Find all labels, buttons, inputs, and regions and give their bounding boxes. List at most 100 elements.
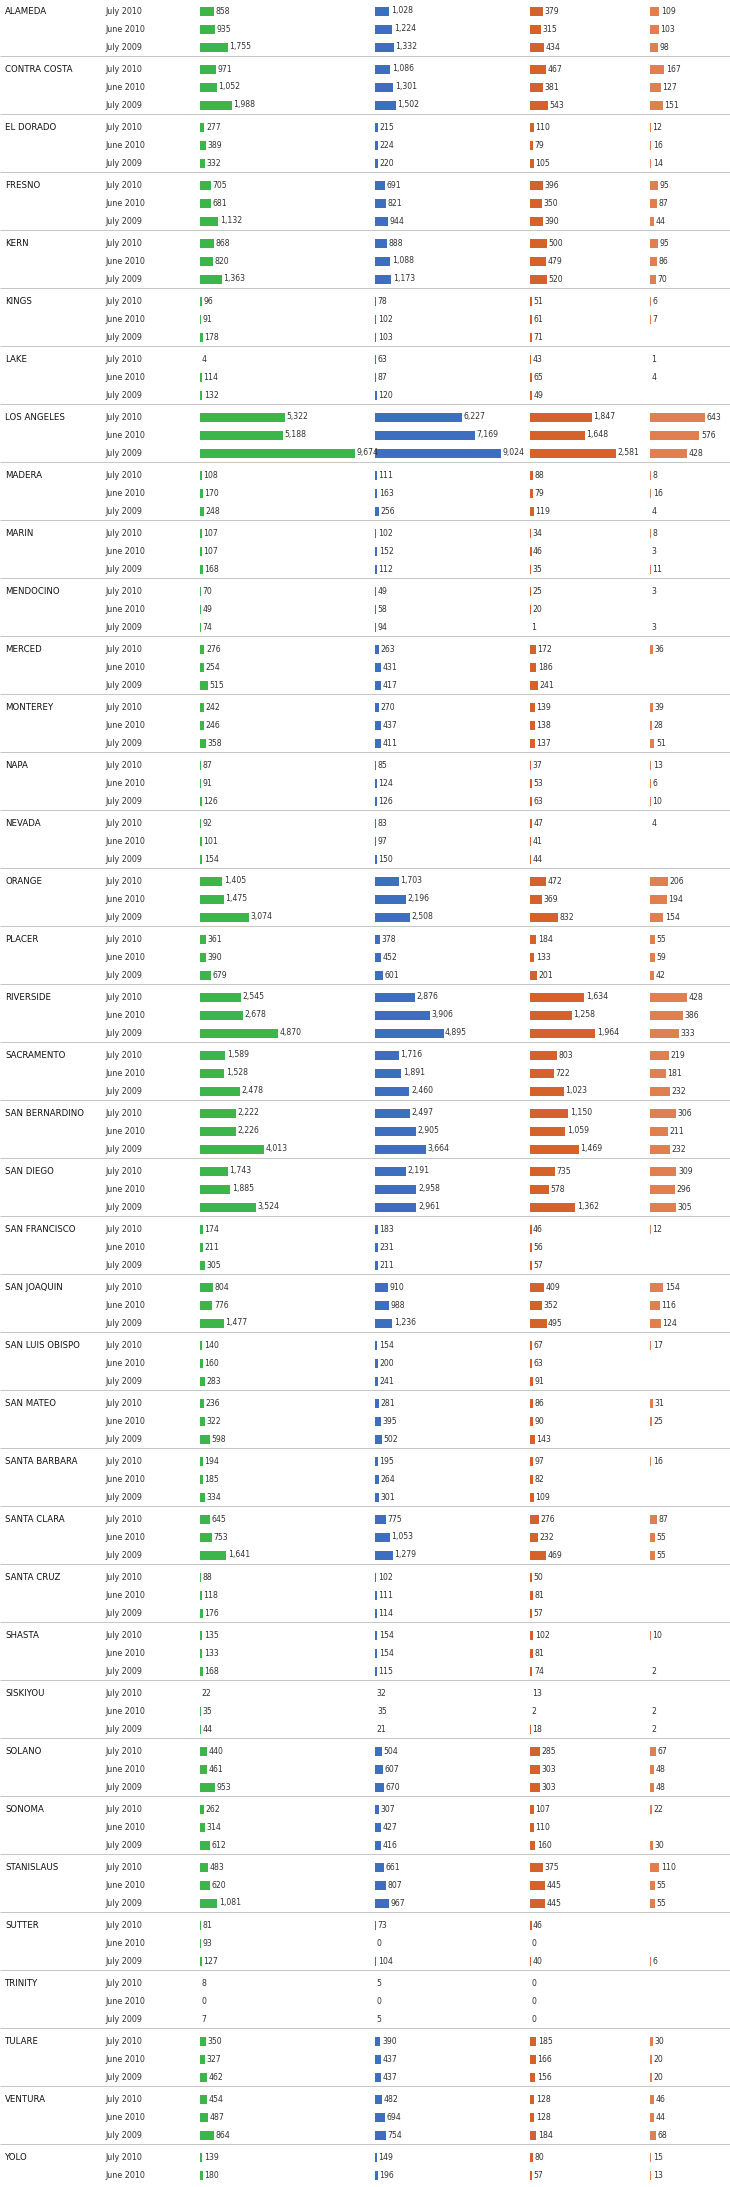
Bar: [375, 1358, 378, 1367]
Bar: [375, 680, 381, 689]
Bar: [530, 1319, 547, 1328]
Bar: [375, 1050, 399, 1059]
Bar: [200, 1782, 215, 1791]
Bar: [200, 1516, 210, 1524]
Bar: [375, 1881, 386, 1890]
Text: 15: 15: [653, 2152, 663, 2161]
Bar: [375, 1144, 426, 1153]
Bar: [650, 2054, 652, 2065]
Bar: [200, 1185, 230, 1194]
Text: 333: 333: [680, 1028, 695, 1037]
Bar: [650, 431, 699, 440]
Text: 296: 296: [677, 1185, 691, 1194]
Bar: [650, 1863, 659, 1872]
Text: June 2010: June 2010: [105, 1533, 145, 1542]
Bar: [200, 431, 283, 440]
Bar: [530, 276, 548, 284]
Bar: [200, 2130, 214, 2139]
Text: July 2009: July 2009: [105, 42, 142, 52]
Text: 5: 5: [377, 2014, 382, 2023]
Text: 645: 645: [212, 1516, 226, 1524]
Text: 1,847: 1,847: [593, 413, 615, 422]
Bar: [530, 2073, 535, 2082]
Text: 3: 3: [652, 586, 656, 595]
Text: 63: 63: [534, 1358, 543, 1367]
Text: 57: 57: [534, 1260, 543, 1268]
Text: 10: 10: [653, 796, 662, 805]
Bar: [200, 1028, 278, 1037]
Text: July 2010: July 2010: [105, 354, 142, 363]
Bar: [375, 1341, 377, 1349]
Bar: [650, 42, 658, 52]
Text: 643: 643: [707, 413, 721, 422]
Text: SANTA CLARA: SANTA CLARA: [5, 1516, 65, 1524]
Bar: [530, 663, 537, 671]
Bar: [375, 297, 376, 306]
Text: 0: 0: [377, 1997, 381, 2005]
Text: 1,301: 1,301: [395, 83, 417, 92]
Bar: [530, 2152, 533, 2161]
Text: 1,088: 1,088: [392, 256, 414, 265]
Bar: [200, 547, 201, 555]
Bar: [375, 1087, 410, 1096]
Text: 804: 804: [215, 1282, 229, 1293]
Text: 133: 133: [536, 954, 550, 962]
Bar: [375, 42, 393, 52]
Bar: [375, 276, 391, 284]
Text: 87: 87: [203, 761, 212, 770]
Bar: [375, 2152, 377, 2161]
Bar: [200, 372, 201, 381]
Text: SAN LUIS OBISPO: SAN LUIS OBISPO: [5, 1341, 80, 1349]
Text: June 2010: June 2010: [105, 894, 145, 903]
Bar: [650, 2036, 653, 2045]
Bar: [375, 1590, 377, 1599]
Bar: [375, 1516, 386, 1524]
Bar: [375, 645, 379, 654]
Text: July 2009: July 2009: [105, 1203, 142, 1212]
Text: 445: 445: [546, 1881, 561, 1890]
Bar: [650, 276, 656, 284]
Text: 185: 185: [538, 2036, 553, 2045]
Bar: [375, 877, 399, 886]
Bar: [200, 623, 201, 632]
Bar: [530, 315, 532, 324]
Text: 67: 67: [534, 1341, 543, 1349]
Text: 111: 111: [378, 470, 393, 479]
Bar: [200, 971, 211, 980]
Text: 2: 2: [652, 1706, 656, 1715]
Text: 437: 437: [383, 720, 397, 730]
Bar: [530, 1376, 533, 1387]
Bar: [650, 2095, 654, 2104]
Bar: [375, 1607, 377, 1618]
Bar: [375, 140, 378, 149]
Text: 483: 483: [210, 1863, 224, 1872]
Bar: [200, 1144, 264, 1153]
Text: SAN FRANCISCO: SAN FRANCISCO: [5, 1225, 75, 1233]
Text: 91: 91: [534, 1376, 545, 1387]
Text: 428: 428: [688, 448, 703, 457]
Text: 114: 114: [204, 372, 218, 381]
Text: 1,132: 1,132: [220, 217, 242, 225]
Bar: [375, 2036, 380, 2045]
Text: June 2010: June 2010: [105, 1997, 145, 2005]
Text: VENTURA: VENTURA: [5, 2095, 46, 2104]
Text: 56: 56: [534, 1242, 543, 1251]
Text: 51: 51: [656, 739, 666, 748]
Text: 1,469: 1,469: [580, 1144, 602, 1153]
Bar: [530, 63, 545, 74]
Text: 722: 722: [556, 1069, 570, 1078]
Text: July 2010: July 2010: [105, 297, 142, 306]
Bar: [200, 993, 241, 1002]
Text: 12: 12: [653, 1225, 662, 1233]
Text: 167: 167: [666, 63, 680, 74]
Text: July 2010: July 2010: [105, 7, 142, 15]
Text: 219: 219: [670, 1050, 685, 1059]
Bar: [530, 297, 531, 306]
Text: July 2009: July 2009: [105, 276, 142, 284]
Text: 185: 185: [204, 1474, 219, 1483]
Text: 152: 152: [379, 547, 393, 555]
Text: 2: 2: [652, 1666, 656, 1675]
Text: 37: 37: [533, 761, 542, 770]
Bar: [375, 663, 381, 671]
Text: 0: 0: [201, 1997, 207, 2005]
